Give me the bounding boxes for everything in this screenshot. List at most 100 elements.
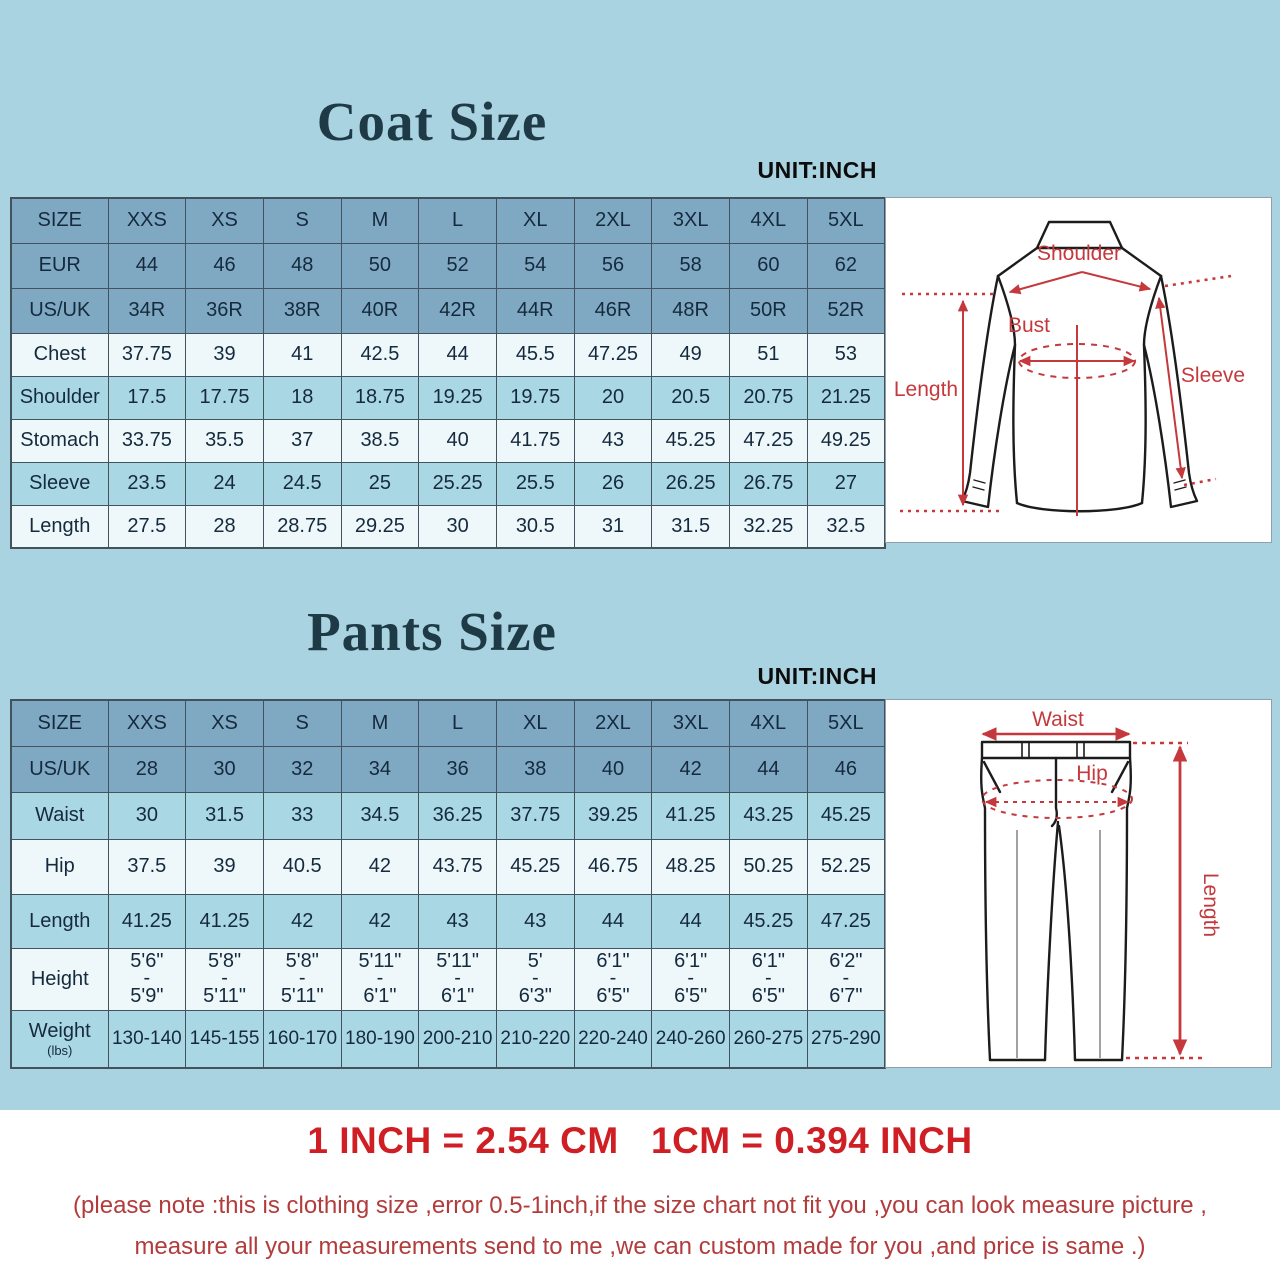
table-row: Shoulder 17.5 17.75 18 18.75 19.25 19.75 20 20.5… bbox=[10, 375, 886, 420]
table-cell: 32.5 bbox=[806, 504, 886, 549]
table-cell: S bbox=[262, 699, 342, 747]
pants-measure-diagram-panel: Waist Hip Length bbox=[885, 699, 1272, 1068]
table-cell: 4XL bbox=[729, 699, 808, 747]
table-cell: 45.25 bbox=[729, 893, 808, 949]
table-row: US/UK 28 30 32 34 36 38 40 42 44 46 bbox=[10, 745, 886, 793]
table-cell: 28 bbox=[107, 745, 187, 793]
table-cell: 20 bbox=[573, 375, 653, 420]
pants-diagram: Waist Hip Length bbox=[980, 708, 1222, 1062]
length-measure-label: Length bbox=[894, 378, 958, 401]
table-cell: 42 bbox=[340, 893, 420, 949]
table-cell: 42R bbox=[418, 287, 497, 334]
table-cell: 19.75 bbox=[495, 375, 575, 420]
table-cell: 5XL bbox=[806, 197, 886, 244]
table-cell: 54 bbox=[495, 242, 575, 289]
table-cell: 37 bbox=[262, 418, 342, 463]
table-cell: 46 bbox=[185, 242, 264, 289]
table-cell: 23.5 bbox=[107, 461, 187, 506]
table-cell: 28 bbox=[185, 504, 264, 549]
table-cell: 145-155 bbox=[185, 1009, 264, 1069]
table-cell: 36 bbox=[418, 745, 497, 793]
table-cell: 43 bbox=[418, 893, 497, 949]
jacket-outline bbox=[960, 220, 1199, 513]
table-cell: 34R bbox=[107, 287, 187, 334]
table-cell: 46.75 bbox=[573, 838, 653, 895]
table-cell: 26.75 bbox=[729, 461, 808, 506]
table-cell: 34 bbox=[340, 745, 420, 793]
table-cell: 5'8" - 5'11" bbox=[262, 947, 342, 1011]
table-cell: 37.75 bbox=[107, 332, 187, 377]
table-cell: 26.25 bbox=[651, 461, 730, 506]
table-cell: 43 bbox=[573, 418, 653, 463]
table-cell: 24.5 bbox=[262, 461, 342, 506]
coat-unit-label: UNIT:INCH bbox=[757, 157, 877, 183]
table-row: Waist 30 31.5 33 34.5 36.25 37.75 39.25 41.25 43.… bbox=[10, 791, 886, 840]
table-cell: 42.5 bbox=[340, 332, 420, 377]
table-row: Length 27.5 28 28.75 29.25 30 30.5 31 31.5 32.25 3… bbox=[10, 504, 886, 549]
table-cell: 44 bbox=[573, 893, 653, 949]
table-cell: 44 bbox=[729, 745, 808, 793]
table-cell: 40 bbox=[573, 745, 653, 793]
row-label: Waist bbox=[10, 791, 109, 840]
table-cell: 40.5 bbox=[262, 838, 342, 895]
table-cell: 45.25 bbox=[495, 838, 575, 895]
table-cell: 47.25 bbox=[573, 332, 653, 377]
table-cell: 33 bbox=[262, 791, 342, 840]
table-cell: 60 bbox=[729, 242, 808, 289]
table-cell: 2XL bbox=[573, 197, 653, 244]
table-cell: 47.25 bbox=[729, 418, 808, 463]
inch-cm-conversion: 1 INCH = 2.54 CM 1CM = 0.394 INCH bbox=[307, 1120, 973, 1161]
row-label: Chest bbox=[10, 332, 109, 377]
table-cell: XL bbox=[495, 699, 575, 747]
table-cell: 40 bbox=[418, 418, 497, 463]
row-label: SIZE bbox=[10, 197, 109, 244]
row-label: Height bbox=[10, 947, 109, 1011]
table-cell: 6'1" - 6'5" bbox=[729, 947, 808, 1011]
table-cell: XL bbox=[495, 197, 575, 244]
table-cell: 52 bbox=[418, 242, 497, 289]
table-cell: 45.25 bbox=[806, 791, 886, 840]
coat-measure-diagram-panel: Shoulder Bust Length Sleeve bbox=[885, 197, 1272, 543]
table-cell: L bbox=[418, 197, 497, 244]
note-line-2: measure all your measurements send to me… bbox=[134, 1233, 1146, 1260]
table-cell: 34.5 bbox=[340, 791, 420, 840]
table-cell: 50.25 bbox=[729, 838, 808, 895]
table-cell: 41.75 bbox=[495, 418, 575, 463]
pants-length-measure-label: Length bbox=[1199, 873, 1222, 937]
row-label: US/UK bbox=[10, 745, 109, 793]
table-cell: 31.5 bbox=[651, 504, 730, 549]
pants-section-title: Pants Size bbox=[307, 601, 557, 662]
table-cell: 33.75 bbox=[107, 418, 187, 463]
coat-size-table: SIZE XXS XS S M L XL 2XL 3XL 4XL 5XL EUR 44 46 48 50 52… bbox=[10, 197, 886, 549]
table-cell: 5'11" - 6'1" bbox=[418, 947, 497, 1011]
hip-measure-label: Hip bbox=[1076, 762, 1108, 785]
table-cell: XS bbox=[185, 699, 264, 747]
table-cell: 36R bbox=[185, 287, 264, 334]
table-row: SIZE XXS XS S M L XL 2XL 3XL 4XL 5XL bbox=[10, 699, 886, 747]
table-cell: 260-275 bbox=[729, 1009, 808, 1069]
table-cell: 30 bbox=[107, 791, 187, 840]
table-cell: XS bbox=[185, 197, 264, 244]
table-cell: 62 bbox=[806, 242, 886, 289]
table-cell: 210-220 bbox=[495, 1009, 575, 1069]
table-cell: 5'8" - 5'11" bbox=[185, 947, 264, 1011]
table-cell: 25 bbox=[340, 461, 420, 506]
table-cell: 32 bbox=[262, 745, 342, 793]
table-cell: 41.25 bbox=[185, 893, 264, 949]
table-cell: 20.5 bbox=[651, 375, 730, 420]
table-cell: 41.25 bbox=[107, 893, 187, 949]
row-label: Length bbox=[10, 504, 109, 549]
table-cell: 43.75 bbox=[418, 838, 497, 895]
table-cell: 39.25 bbox=[573, 791, 653, 840]
table-cell: 38 bbox=[495, 745, 575, 793]
table-cell: 46R bbox=[573, 287, 653, 334]
table-row: Length 41.25 41.25 42 42 43 43 44 44 45.25 47.25 bbox=[10, 893, 886, 949]
table-cell: 3XL bbox=[651, 699, 730, 747]
table-cell: 35.5 bbox=[185, 418, 264, 463]
table-row: SIZE XXS XS S M L XL 2XL 3XL 4XL 5XL bbox=[10, 197, 886, 244]
table-cell: 24 bbox=[185, 461, 264, 506]
table-cell: 17.75 bbox=[185, 375, 264, 420]
row-label: Stomach bbox=[10, 418, 109, 463]
table-cell: 180-190 bbox=[340, 1009, 420, 1069]
table-row: Stomach 33.75 35.5 37 38.5 40 41.75 43 45.25 47.2… bbox=[10, 418, 886, 463]
